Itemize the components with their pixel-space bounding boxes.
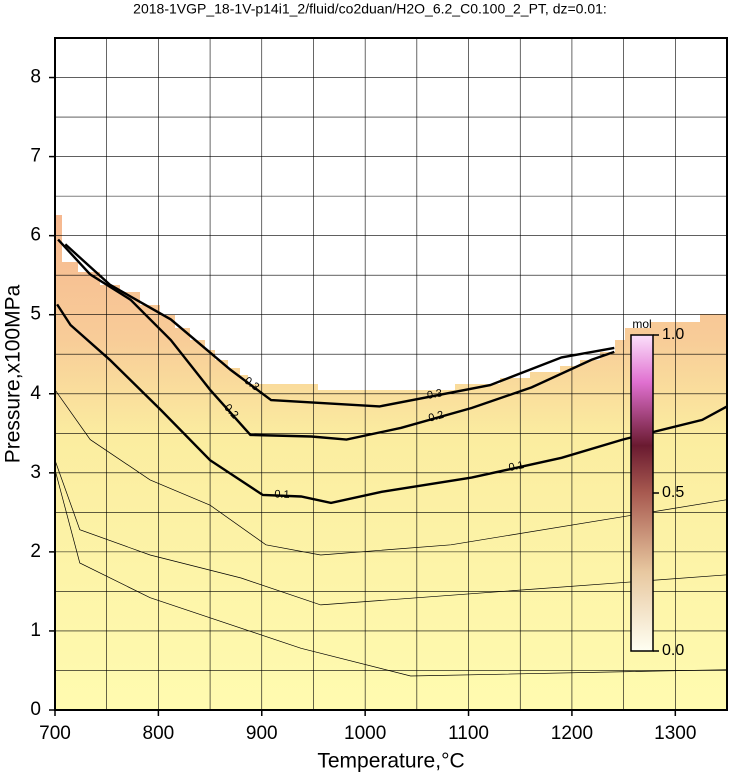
contour-label: 0.1 <box>508 459 526 474</box>
contour-line <box>54 469 728 677</box>
axes: 700 800 900 1000 1100 1200 1300 0 1 2 3 4 5 6 7 8 0.0 0.5… <box>30 67 696 744</box>
chart-title: 2018-1VGP_18-1V-p14i1_2/fluid/co2duan/H2… <box>133 1 607 17</box>
colorbar-tick-label: 0.0 <box>662 642 684 659</box>
y-tick-label: 5 <box>30 304 41 325</box>
data-field <box>55 215 727 710</box>
x-tick-label: 1100 <box>448 723 489 744</box>
x-tick-label: 1300 <box>654 723 696 744</box>
x-tick-label: 1000 <box>344 723 386 744</box>
plot-frame <box>54 37 728 711</box>
x-tick-label: 800 <box>143 723 175 744</box>
contour-line <box>54 389 728 556</box>
y-tick-label: 1 <box>30 620 41 641</box>
y-tick-label: 6 <box>30 225 41 246</box>
colorbar <box>630 334 654 652</box>
contour-label: 0.3 <box>426 387 443 402</box>
contour-label: 0.1 <box>274 488 290 501</box>
y-tick-label: 0 <box>30 699 41 720</box>
y-axis-label: Pressure,x100MPa <box>2 284 25 463</box>
contour-line <box>57 238 615 441</box>
y-tick-label: 8 <box>30 67 41 88</box>
y-tick-label: 7 <box>30 146 41 167</box>
colorbar-label: mol <box>632 317 651 331</box>
colorbar-tick-label: 1.0 <box>662 326 684 343</box>
y-tick-label: 2 <box>30 541 41 562</box>
contour-line <box>64 243 615 408</box>
x-tick-label: 700 <box>39 723 71 744</box>
y-tick-label: 4 <box>30 383 41 404</box>
contours: 0.30.30.2 0.20.10.1 <box>54 238 728 677</box>
colorbar-tick-label: 0.5 <box>662 484 684 501</box>
contour-label: 0.2 <box>427 409 445 425</box>
y-tick-label: 3 <box>30 462 41 483</box>
x-axis-label: Temperature,°C <box>317 750 464 773</box>
contour-line <box>56 303 728 505</box>
x-tick-label: 1200 <box>551 723 593 744</box>
contour-line <box>54 460 728 606</box>
x-tick-label: 900 <box>246 723 278 744</box>
